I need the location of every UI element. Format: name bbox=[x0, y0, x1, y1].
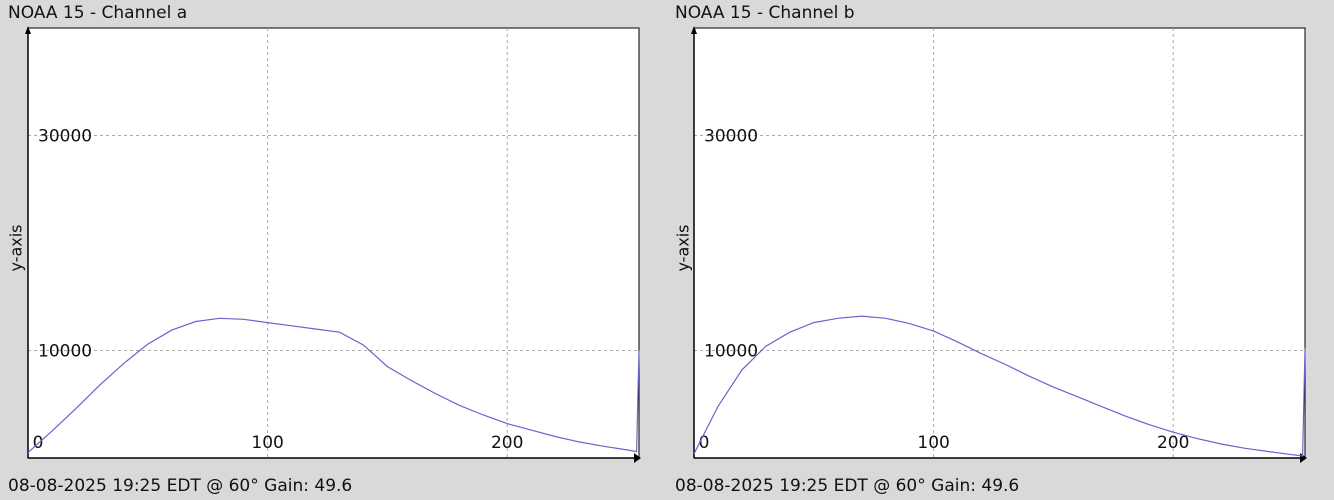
y-axis-arrow bbox=[25, 26, 31, 34]
chart-panel-b: NOAA 15 - Channel b y-axis 0 100 200 10000 3… bbox=[667, 0, 1334, 500]
data-series-line bbox=[693, 315, 1306, 457]
chart-title: NOAA 15 - Channel b bbox=[675, 3, 855, 23]
data-series-line bbox=[27, 317, 640, 454]
chart-panel-a: NOAA 15 - Channel a y-axis 0 100 200 10000 3… bbox=[7, 3, 641, 496]
x-tick-label: 200 bbox=[1157, 433, 1189, 453]
chart-title: NOAA 15 - Channel a bbox=[8, 3, 188, 23]
x-tick-label: 200 bbox=[491, 433, 523, 453]
plot-area bbox=[693, 27, 1306, 459]
y-tick-label: 10000 bbox=[38, 342, 92, 362]
x-tick-label: 100 bbox=[251, 433, 283, 453]
y-tick-label: 30000 bbox=[38, 127, 92, 147]
plot-area bbox=[27, 27, 640, 459]
x-axis-arrow bbox=[634, 453, 641, 463]
y-tick-label: 10000 bbox=[704, 342, 758, 362]
x-tick-label: 0 bbox=[699, 433, 710, 453]
chart-plot-b: 0 100 200 10000 30000 bbox=[691, 26, 1307, 463]
y-axis-arrow bbox=[691, 26, 697, 34]
y-tick-label: 30000 bbox=[704, 127, 758, 147]
chart-footer: 08-08-2025 19:25 EDT @ 60° Gain: 49.6 bbox=[675, 476, 1020, 496]
x-tick-label: 100 bbox=[917, 433, 949, 453]
chart-footer: 08-08-2025 19:25 EDT @ 60° Gain: 49.6 bbox=[8, 476, 353, 496]
